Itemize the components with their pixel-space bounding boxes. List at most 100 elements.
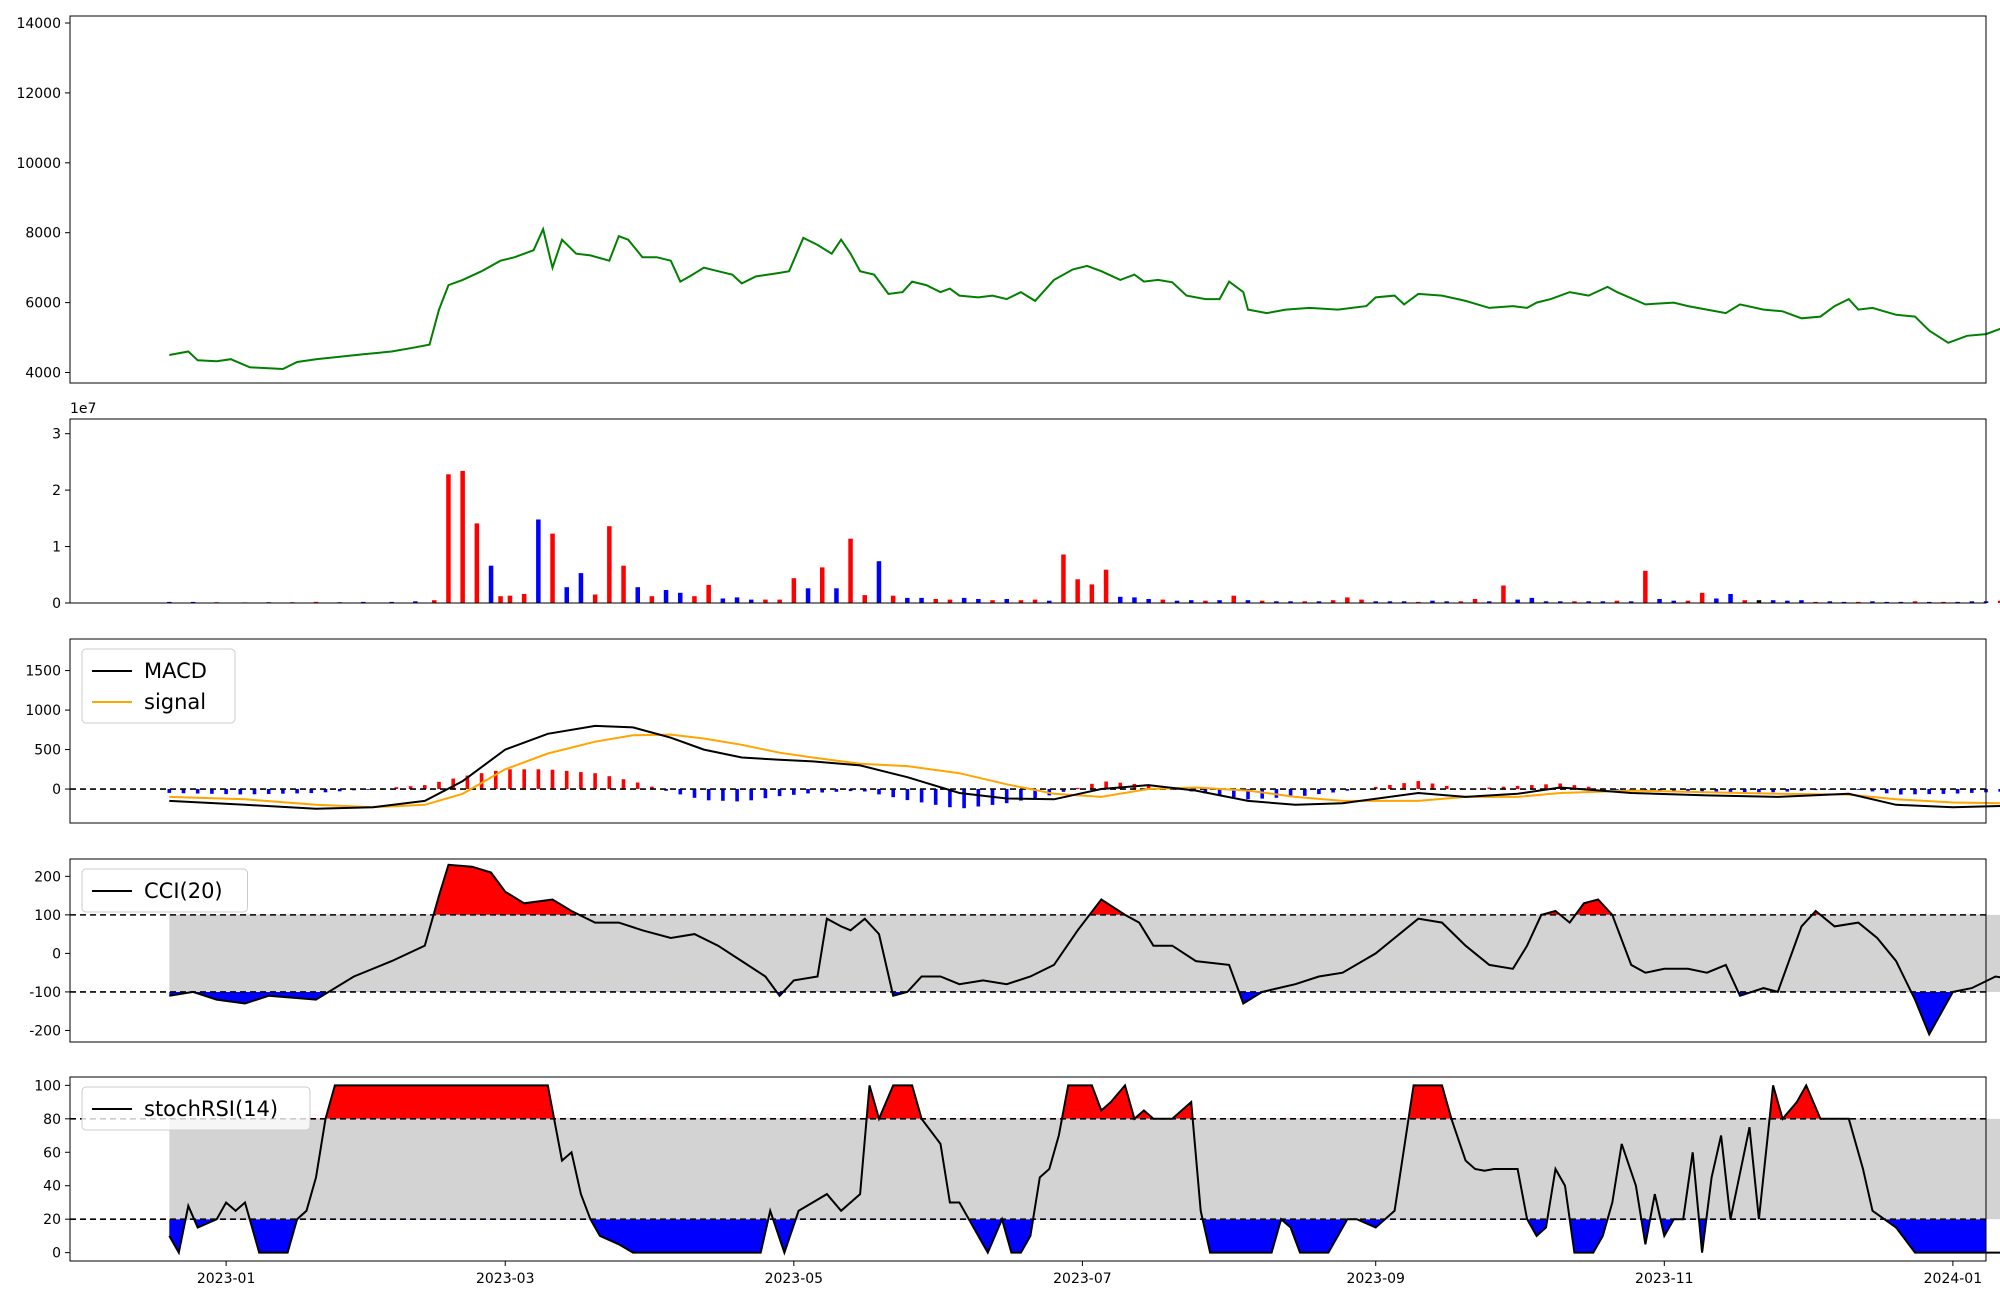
cci-ytick-label: 0 <box>52 946 61 962</box>
volume-bar <box>1118 596 1123 603</box>
x-tick-label: 2023-05 <box>765 1271 824 1287</box>
x-tick-label: 2023-07 <box>1053 1271 1112 1287</box>
price-line <box>169 226 2000 371</box>
macd-histogram-bar <box>1118 782 1123 789</box>
volume-bar <box>1884 601 1889 603</box>
volume-ytick-label: 1 <box>52 540 61 556</box>
macd-histogram-bar <box>522 769 526 789</box>
cci-frame <box>69 858 1987 1043</box>
volume-bar <box>592 594 598 603</box>
volume-bar <box>621 565 626 603</box>
macd-histogram-bar <box>1019 789 1023 801</box>
macd-histogram-bar <box>735 789 739 802</box>
macd-histogram-bar <box>948 789 952 808</box>
volume-bar <box>1359 599 1364 603</box>
cci-ytick-label: -200 <box>29 1023 61 1039</box>
volume-bar <box>536 519 541 603</box>
price-ytick-label: 14000 <box>16 16 61 32</box>
x-tick-label: 2023-11 <box>1635 1271 1694 1287</box>
volume-bar <box>777 599 782 603</box>
volume-bar <box>1316 601 1322 603</box>
volume-bar <box>1103 569 1109 603</box>
macd-histogram-bar <box>564 770 569 790</box>
x-tick-label: 2023-09 <box>1346 1271 1405 1287</box>
volume-bar <box>791 578 797 603</box>
volume-bar <box>1572 601 1577 603</box>
macd-histogram-bar <box>1686 789 1690 792</box>
macd-histogram-bar <box>323 789 328 793</box>
macd-histogram-bar <box>820 789 824 793</box>
macd-histogram-bar <box>1856 789 1861 790</box>
volume-bar <box>1430 600 1435 603</box>
macd-histogram-bar <box>933 789 938 805</box>
volume-bar <box>1628 601 1634 603</box>
volume-bar <box>1515 599 1520 603</box>
stochrsi-ytick-label: 80 <box>43 1112 61 1128</box>
volume-bar <box>1032 599 1038 603</box>
macd-histogram-bar <box>749 789 753 801</box>
macd-histogram-bar <box>1260 789 1264 799</box>
x-tick-label: 2023-01 <box>197 1271 256 1287</box>
volume-bar <box>564 587 569 603</box>
volume-bar <box>706 584 711 603</box>
macd-histogram-bar <box>252 789 257 795</box>
price-ytick-label: 4000 <box>25 366 61 382</box>
macd-histogram-bar <box>295 789 299 794</box>
macd-histogram-bar <box>976 789 981 807</box>
macd-histogram-bar <box>408 786 413 790</box>
volume-bar <box>1714 598 1719 603</box>
macd-histogram-bar <box>1785 789 1790 792</box>
volume-bar <box>1671 600 1676 603</box>
macd-histogram-bar <box>536 769 541 789</box>
volume-bar <box>919 597 924 603</box>
volume-bar <box>876 561 882 603</box>
volume-bar <box>692 596 697 603</box>
macd-histogram-bar <box>1288 789 1293 798</box>
volume-bar <box>1089 584 1095 603</box>
volume-frame <box>69 418 1987 604</box>
volume-bar <box>1330 600 1336 603</box>
macd-histogram-bar <box>919 789 924 803</box>
macd-histogram-bar <box>195 789 200 794</box>
macd-histogram-bar <box>1771 789 1775 793</box>
macd-histogram-bar <box>806 789 810 794</box>
macd-legend-label: signal <box>144 690 206 714</box>
macd-ytick-label: 1500 <box>25 664 61 680</box>
volume-bar <box>1614 600 1620 603</box>
cci-band <box>169 914 2000 992</box>
macd-line <box>169 724 2000 810</box>
macd-histogram-bar <box>465 775 470 789</box>
volume-bar <box>905 597 910 603</box>
macd-histogram-bar <box>1970 789 1974 793</box>
volume-bar <box>1827 601 1833 603</box>
volume-bar <box>1898 601 1904 603</box>
volume-bar <box>521 594 527 603</box>
macd-histogram-bar <box>210 789 214 794</box>
macd-histogram-bar <box>962 789 966 809</box>
cci-ytick-label: -100 <box>29 985 61 1001</box>
macd-histogram-bar <box>1728 789 1733 793</box>
macd-histogram-bar <box>1217 789 1222 796</box>
macd-histogram-bar <box>1075 787 1080 790</box>
volume-bar <box>1813 601 1818 603</box>
macd-histogram-bar <box>1303 789 1307 796</box>
volume-bar <box>1061 554 1066 603</box>
stochrsi-ytick-label: 20 <box>43 1212 61 1228</box>
macd-histogram-bar <box>848 789 853 792</box>
macd-ytick-label: 0 <box>52 782 61 798</box>
volume-bar <box>1756 600 1762 603</box>
macd-histogram-bar <box>1203 789 1208 794</box>
stochrsi-ytick-label: 40 <box>43 1179 61 1195</box>
volume-bar <box>1373 601 1378 603</box>
macd-histogram-bar <box>1033 789 1037 798</box>
volume-bar <box>1217 600 1222 603</box>
macd-histogram-bar <box>1402 783 1406 790</box>
volume-ytick-label: 0 <box>52 596 61 612</box>
stochrsi-legend: stochRSI(14) <box>81 1086 311 1131</box>
macd-histogram-bar <box>1430 783 1435 789</box>
volume-bar <box>1841 601 1847 603</box>
macd-histogram-bar <box>309 789 314 794</box>
macd-histogram-bar <box>1558 783 1562 789</box>
volume-bar <box>1586 601 1591 603</box>
volume-bar <box>498 596 503 603</box>
